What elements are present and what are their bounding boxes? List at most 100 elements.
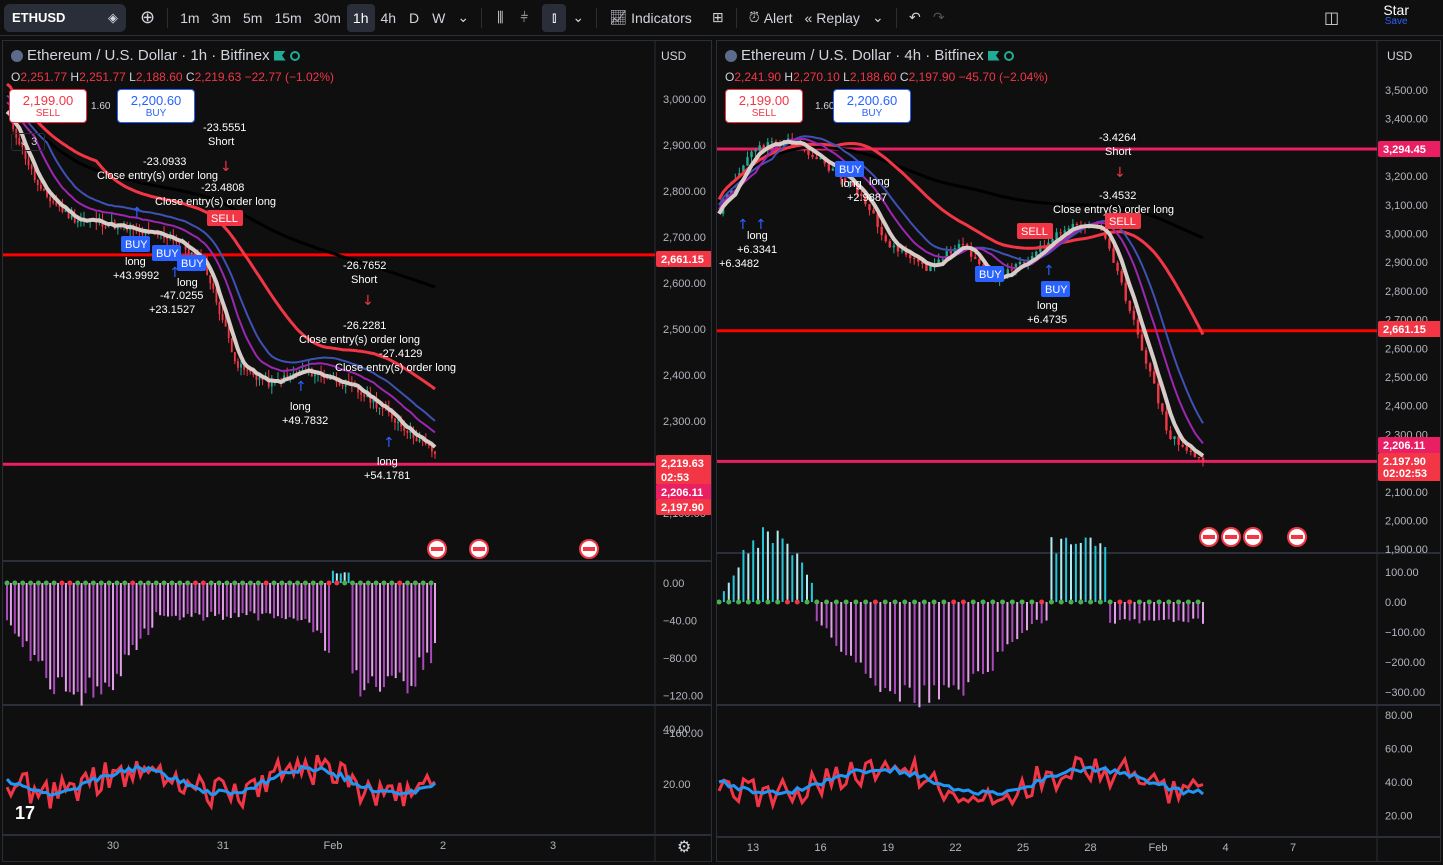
candle-body	[209, 275, 212, 284]
left-chart-pane[interactable]: 3,000.00 2,900.00 2,800.00 2,700.00 2,600.00…	[2, 40, 712, 862]
divider	[895, 7, 897, 28]
interval-1m[interactable]: 1m	[180, 9, 200, 26]
indicators-button[interactable]: 📈︎ Indicators	[603, 4, 697, 32]
macd-histogram-bar	[1177, 602, 1180, 621]
symbol-search[interactable]: ETHUSD ◈	[4, 3, 126, 32]
macd-zero-dot	[784, 599, 790, 605]
interval-15m[interactable]: 15m	[274, 9, 302, 26]
rsi-tick-label: 80.00	[1385, 710, 1413, 722]
macd-zero-dot	[106, 580, 112, 586]
candle-body	[847, 181, 851, 183]
time-tick-label: 16	[814, 842, 826, 854]
buy-price: 2,200.60	[130, 93, 182, 108]
candle-body	[190, 252, 193, 254]
macd-zero-dot	[951, 599, 957, 605]
candle-body	[1197, 456, 1201, 458]
bar-chart-icon[interactable]: ⫼	[497, 9, 504, 25]
macd-zero-dot	[1136, 599, 1142, 605]
macd-histogram-bar	[229, 583, 232, 619]
interval-list: 1m 3m 5m 15m 30m 1h 4h D W	[174, 3, 451, 32]
macd-histogram-bar	[112, 583, 115, 691]
interval-5m[interactable]: 5m	[243, 9, 263, 26]
layout-panels-icon[interactable]: ◫	[1324, 9, 1340, 27]
currency-selector[interactable]: USD	[1387, 49, 1413, 63]
chevron-down-icon[interactable]: ⌄	[872, 9, 884, 25]
interval-3m[interactable]: 3m	[211, 9, 231, 26]
chevron-down-icon[interactable]: ⌄	[572, 9, 585, 25]
arrow-down-icon: ↓	[220, 159, 232, 175]
candle-body	[357, 387, 359, 393]
macd-zero-dot	[892, 599, 898, 605]
moving-average-line	[717, 145, 1204, 240]
buy-button[interactable]: 2,200.60 BUY	[117, 89, 195, 123]
account-save[interactable]: Star Save	[1383, 3, 1409, 28]
price-tag-label: 2,661.15	[661, 254, 704, 266]
macd-zero-dot	[279, 580, 285, 586]
sell-button[interactable]: 2,199.00 SELL	[9, 89, 87, 123]
price-tick-label: 2,000.00	[1385, 516, 1428, 528]
candles-active-icon[interactable]: ⫾	[542, 3, 567, 32]
indicator-collapse-toggle[interactable]: ⌄ 3	[11, 133, 45, 151]
price-tag	[656, 251, 711, 267]
candle-body	[900, 250, 904, 252]
macd-zero-dot	[1185, 599, 1191, 605]
interval-30m[interactable]: 30m	[313, 9, 341, 26]
candle-body	[240, 363, 242, 368]
trade-signal-label: BUY	[156, 248, 179, 260]
interval-1h[interactable]: 1h	[346, 3, 375, 32]
macd-histogram-bar	[139, 583, 142, 639]
gear-icon[interactable]: ⚙	[677, 839, 692, 856]
candle-body	[978, 259, 981, 265]
compare-icon[interactable]: ◈	[108, 9, 118, 25]
candle-body	[390, 412, 393, 419]
candle-body	[237, 361, 239, 368]
time-tick-label: 25	[1017, 842, 1029, 854]
interval-w[interactable]: W	[432, 9, 446, 26]
currency-selector[interactable]: USD	[661, 49, 687, 63]
left-chart-title: Ethereum / U.S. Dollar · 1h · Bitfinex	[27, 47, 270, 64]
price-tick-label: 2,400.00	[663, 370, 706, 382]
macd-histogram-bar	[908, 602, 911, 688]
layout-grid-icon[interactable]: ⊞	[711, 9, 724, 25]
left-chart-canvas[interactable]: 3,000.00 2,900.00 2,800.00 2,700.00 2,600.00…	[3, 41, 712, 862]
right-chart-pane[interactable]: 3,500.003,400.003,300.003,200.003,100.00…	[716, 40, 1441, 862]
interval-d[interactable]: D	[409, 9, 420, 26]
macd-histogram-bar	[1026, 602, 1028, 631]
macd-histogram-bar	[732, 575, 735, 602]
candles-chart-icon[interactable]: ⫩	[520, 9, 529, 25]
candle-body	[876, 213, 879, 228]
replay-label: Replay	[816, 9, 860, 26]
macd-histogram-bar	[327, 583, 330, 653]
macd-histogram-bar	[1030, 602, 1033, 625]
macd-histogram-bar	[253, 583, 256, 614]
price-tick-label: 2,800.00	[663, 186, 706, 198]
alert-button[interactable]: ⏰︎ Alert	[743, 4, 799, 32]
trade-annotation: -27.4129	[379, 348, 422, 360]
macd-histogram-bar	[155, 583, 158, 613]
macd-zero-dot	[1097, 599, 1103, 605]
ohlc-l-label: L	[129, 70, 136, 84]
macd-histogram-bar	[1197, 602, 1200, 619]
undo-icon[interactable]: ↶	[909, 9, 921, 25]
macd-zero-dot	[247, 580, 253, 586]
candle-body	[227, 326, 230, 339]
candle-body	[58, 205, 61, 207]
candle-body	[1022, 262, 1026, 264]
right-chart-canvas[interactable]: 3,500.003,400.003,300.003,200.003,100.00…	[717, 41, 1441, 862]
price-tick-label: 1,900.00	[1385, 544, 1428, 556]
price-tag-label: 2,206.11	[1383, 440, 1425, 452]
chevron-down-icon[interactable]: ⌄	[457, 9, 470, 25]
time-tick-label: 31	[217, 840, 229, 852]
replay-button[interactable]: « Replay	[799, 4, 866, 32]
add-symbol-icon[interactable]: ⊕	[140, 7, 156, 27]
macd-zero-dot	[350, 580, 356, 586]
sell-button[interactable]: 2,199.00 SELL	[725, 89, 803, 123]
price-tag-label: 2,661.15	[1383, 324, 1426, 336]
buy-button[interactable]: 2,200.60 BUY	[833, 89, 911, 123]
rsi-red-line	[717, 754, 1204, 811]
interval-4h[interactable]: 4h	[380, 9, 397, 26]
candle-body	[754, 150, 757, 152]
candle-body	[1018, 262, 1022, 265]
redo-icon[interactable]: ↷	[933, 9, 945, 25]
macd-histogram-bar	[64, 583, 67, 692]
